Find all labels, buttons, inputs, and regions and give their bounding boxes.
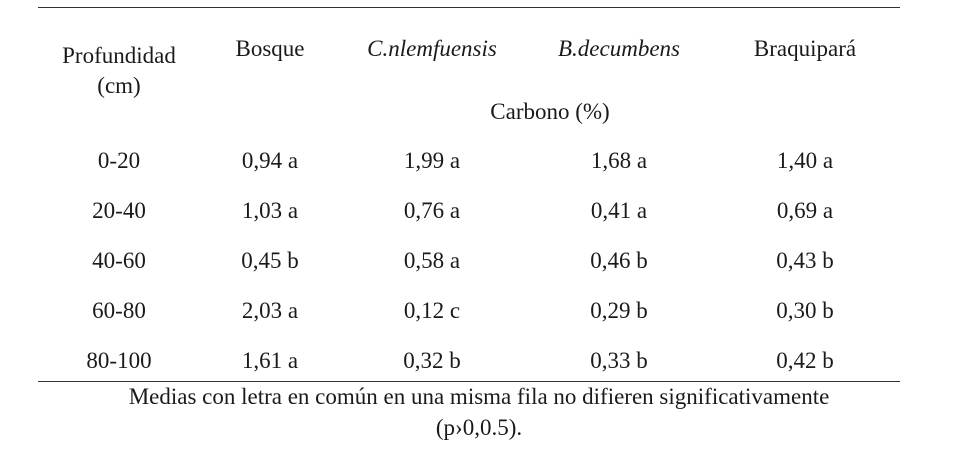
table-bottom-rule (38, 381, 900, 382)
row-depth: 80-100 (86, 348, 152, 373)
column-header-c-nlemfuensis: C.nlemfuensis (367, 36, 497, 61)
table-cell: 0,32 b (403, 348, 461, 373)
row-depth: 0-20 (97, 148, 141, 173)
depth-header-line1: Profundidad (62, 43, 176, 68)
table-cell: 0,45 b (241, 248, 299, 273)
table-cell: 0,58 a (403, 248, 461, 273)
row-depth: 60-80 (92, 298, 146, 323)
table-cell: 0,69 a (776, 198, 834, 223)
table-cell: 0,30 b (776, 298, 834, 323)
depth-column-header: Profundidad (cm) (62, 41, 176, 101)
table-cell: 1,40 a (776, 148, 834, 173)
table-cell: 1,61 a (241, 348, 299, 373)
table-top-rule (38, 7, 900, 8)
table-cell: 0,42 b (776, 348, 834, 373)
column-header-braquipara: Braquipará (753, 36, 857, 61)
row-depth: 20-40 (92, 198, 146, 223)
table-footnote: Medias con letra en común en una misma f… (0, 381, 958, 443)
table-cell: 0,43 b (776, 248, 834, 273)
table-cell: 0,76 a (403, 198, 461, 223)
table-cell: 0,12 c (403, 298, 461, 323)
carbon-subheader: Carbono (%) (490, 99, 610, 124)
depth-header-line2: (cm) (97, 73, 141, 98)
row-depth: 40-60 (92, 248, 146, 273)
column-header-b-decumbens: B.decumbens (558, 36, 680, 61)
table-cell: 1,68 a (590, 148, 648, 173)
footnote-line2: (p›0,0.5). (435, 415, 523, 440)
table-cell: 0,33 b (590, 348, 648, 373)
table-cell: 1,03 a (241, 198, 299, 223)
table-cell: 0,94 a (241, 148, 299, 173)
table-cell: 0,46 b (590, 248, 648, 273)
table-cell: 0,41 a (590, 198, 648, 223)
column-header-bosque: Bosque (235, 36, 305, 61)
table-cell: 0,29 b (590, 298, 648, 323)
table-cell: 2,03 a (241, 298, 299, 323)
footnote-line1: Medias con letra en común en una misma f… (128, 384, 830, 409)
table-cell: 1,99 a (403, 148, 461, 173)
